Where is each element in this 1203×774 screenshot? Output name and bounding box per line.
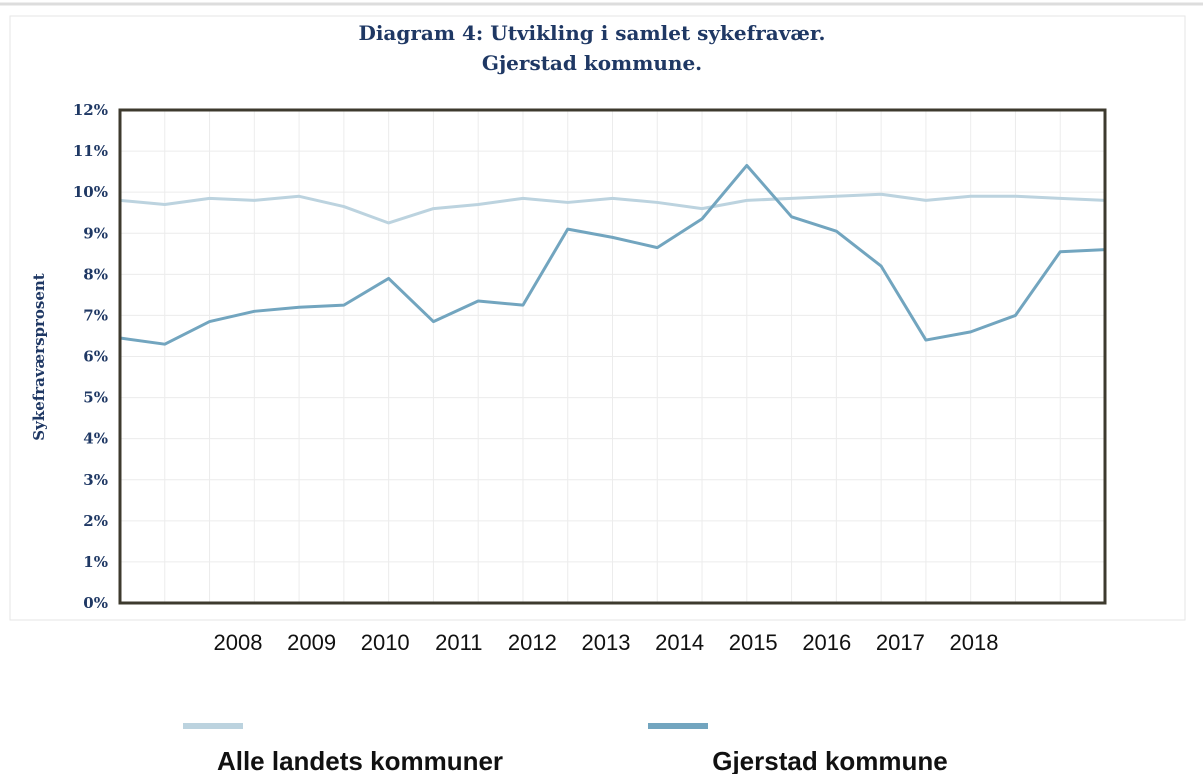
chart-frame [9, 15, 1186, 621]
y-tick-label: 1% [83, 553, 108, 571]
y-tick-label: 5% [83, 389, 108, 407]
chart-title: Diagram 4: Utvikling i samlet sykefravær… [358, 21, 825, 45]
series-line [119, 192, 1106, 225]
y-tick-label: 9% [83, 224, 108, 242]
chart-title: Gjerstad kommune. [482, 51, 702, 75]
x-tick-label: 2015 [729, 630, 778, 655]
y-tick-label: 10% [73, 183, 108, 201]
x-tick-label: 2010 [361, 630, 410, 655]
legend-label: Gjerstad kommune [712, 746, 948, 774]
y-tick-label: 8% [83, 265, 108, 283]
y-tick-label: 11% [73, 142, 108, 160]
y-tick-label: 6% [83, 348, 108, 366]
series-line [119, 163, 1106, 346]
x-tick-label: 2008 [214, 630, 263, 655]
x-tick-label: 2011 [435, 630, 482, 655]
y-tick-label: 2% [83, 512, 108, 530]
y-tick-label: 4% [83, 430, 108, 448]
x-tick-label: 2018 [950, 630, 999, 655]
x-tick-label: 2017 [876, 630, 925, 655]
y-tick-label: 7% [83, 306, 108, 324]
y-axis-label: Sykefraværsprosent [30, 273, 48, 441]
y-tick-label: 12% [73, 101, 108, 119]
plot-border [118, 108, 1107, 605]
x-tick-label: 2012 [508, 630, 557, 655]
x-tick-label: 2009 [287, 630, 336, 655]
y-tick-label: 3% [83, 471, 108, 489]
x-tick-label: 2014 [655, 630, 704, 655]
legend-label: Alle landets kommuner [217, 746, 503, 774]
y-tick-label: 0% [83, 594, 108, 612]
x-tick-label: 2013 [582, 630, 631, 655]
x-tick-label: 2016 [802, 630, 851, 655]
